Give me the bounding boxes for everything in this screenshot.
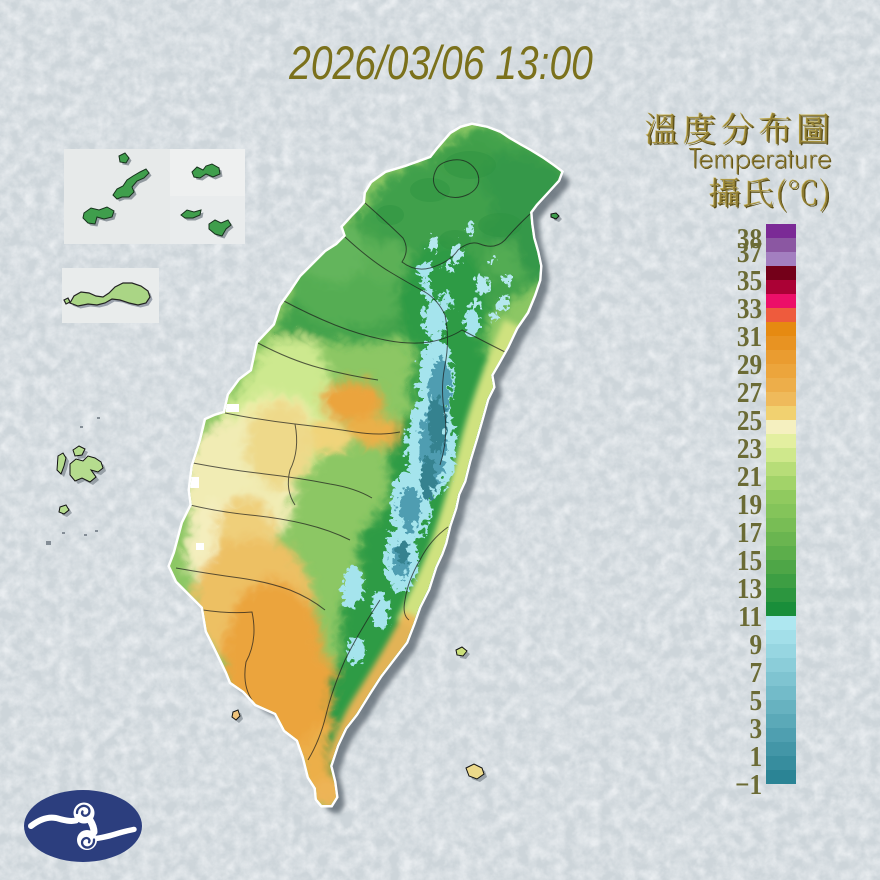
svg-text:31: 31 (737, 320, 762, 352)
svg-text:−1: −1 (735, 768, 762, 800)
svg-text:38: 38 (737, 222, 762, 254)
svg-text:27: 27 (737, 376, 762, 408)
svg-text:11: 11 (738, 600, 762, 632)
svg-text:13: 13 (737, 572, 762, 604)
svg-text:1: 1 (750, 740, 763, 772)
svg-text:7: 7 (750, 656, 763, 688)
svg-text:3: 3 (750, 712, 763, 744)
svg-text:15: 15 (737, 544, 762, 576)
svg-text:21: 21 (737, 460, 762, 492)
svg-text:35: 35 (737, 264, 762, 296)
svg-text:33: 33 (737, 292, 762, 324)
svg-text:19: 19 (737, 488, 762, 520)
svg-text:23: 23 (737, 432, 762, 464)
svg-text:17: 17 (737, 516, 762, 548)
svg-text:37: 37 (737, 236, 762, 268)
svg-text:5: 5 (750, 684, 763, 716)
svg-text:29: 29 (737, 348, 762, 380)
svg-text:2026/03/06 13:00: 2026/03/06 13:00 (288, 38, 593, 90)
svg-text:9: 9 (750, 628, 763, 660)
svg-text:25: 25 (737, 404, 762, 436)
